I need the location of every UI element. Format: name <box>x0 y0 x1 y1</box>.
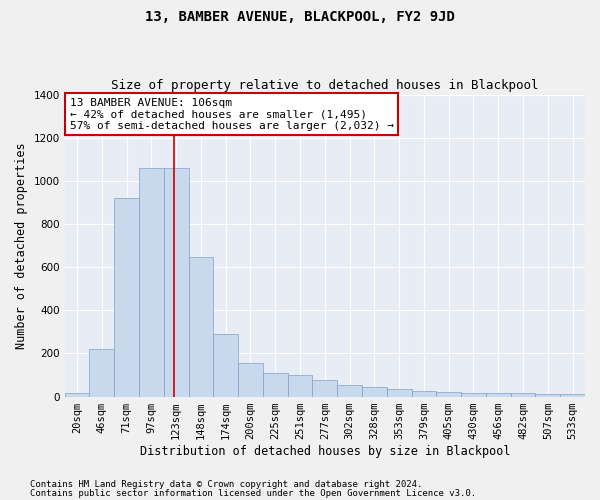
Bar <box>560 394 585 396</box>
Text: 13 BAMBER AVENUE: 106sqm
← 42% of detached houses are smaller (1,495)
57% of sem: 13 BAMBER AVENUE: 106sqm ← 42% of detach… <box>70 98 394 131</box>
Title: Size of property relative to detached houses in Blackpool: Size of property relative to detached ho… <box>111 79 539 92</box>
Bar <box>263 373 287 396</box>
Text: Contains public sector information licensed under the Open Government Licence v3: Contains public sector information licen… <box>30 488 476 498</box>
Bar <box>436 392 461 396</box>
Bar <box>164 168 188 396</box>
Bar <box>139 168 164 396</box>
X-axis label: Distribution of detached houses by size in Blackpool: Distribution of detached houses by size … <box>140 444 510 458</box>
Y-axis label: Number of detached properties: Number of detached properties <box>15 142 28 349</box>
Bar <box>313 380 337 396</box>
Bar <box>188 258 214 396</box>
Bar <box>387 389 412 396</box>
Bar <box>535 394 560 396</box>
Bar <box>486 393 511 396</box>
Bar <box>461 392 486 396</box>
Bar <box>238 363 263 396</box>
Bar <box>89 349 114 397</box>
Bar <box>362 387 387 396</box>
Bar <box>214 334 238 396</box>
Bar <box>337 384 362 396</box>
Bar <box>412 391 436 396</box>
Bar <box>511 394 535 396</box>
Text: 13, BAMBER AVENUE, BLACKPOOL, FY2 9JD: 13, BAMBER AVENUE, BLACKPOOL, FY2 9JD <box>145 10 455 24</box>
Bar <box>287 375 313 396</box>
Bar <box>114 198 139 396</box>
Bar <box>65 392 89 396</box>
Text: Contains HM Land Registry data © Crown copyright and database right 2024.: Contains HM Land Registry data © Crown c… <box>30 480 422 489</box>
